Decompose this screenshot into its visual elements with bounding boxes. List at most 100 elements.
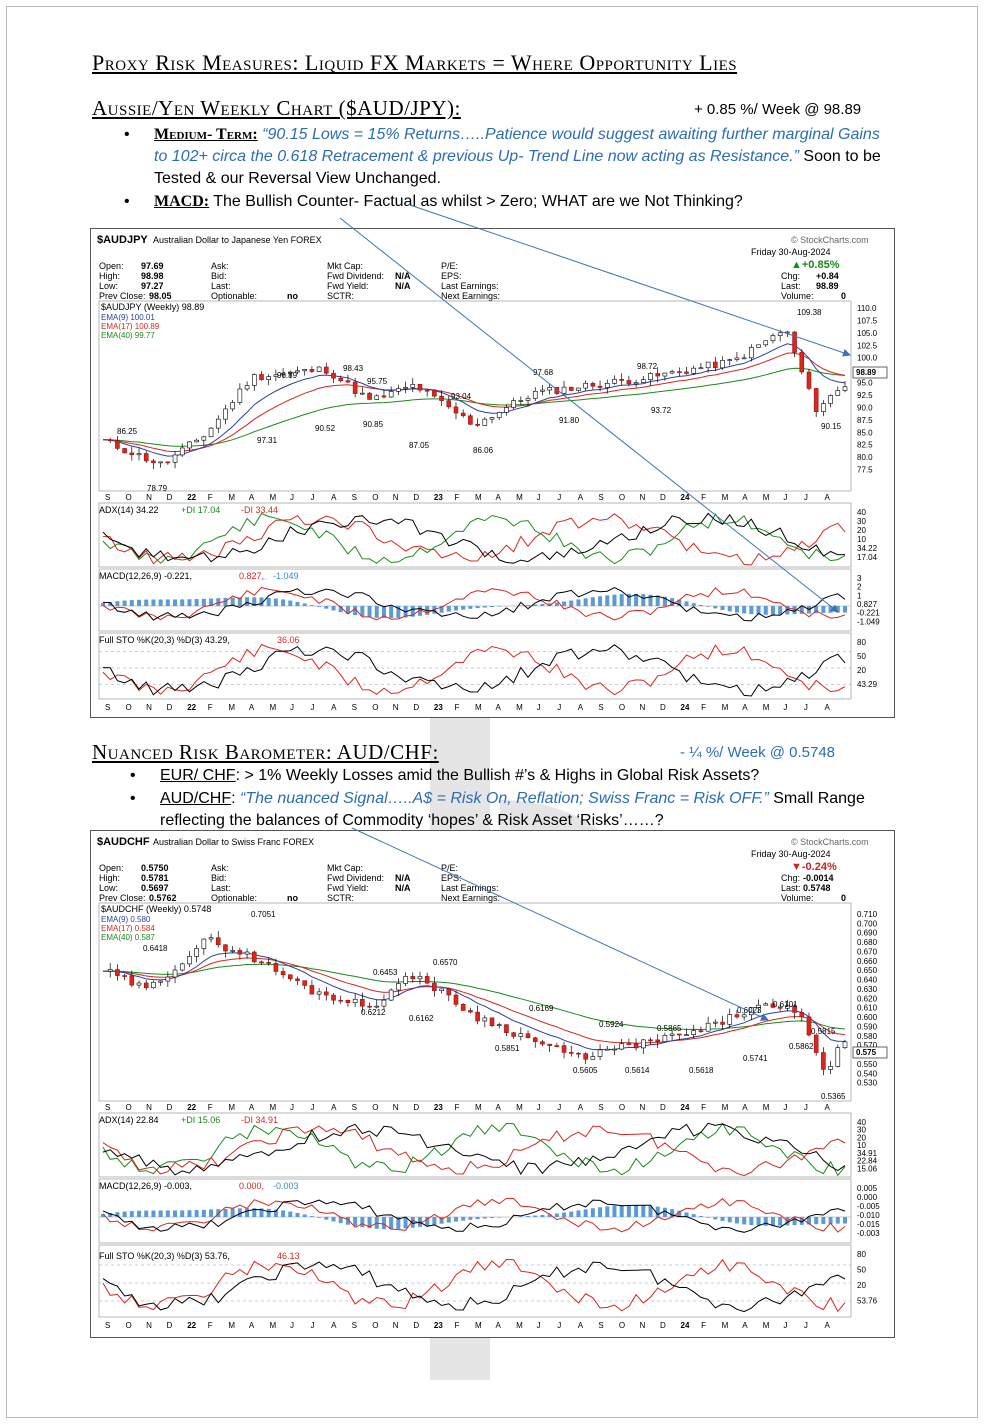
macd-histogram-bar [648,1205,653,1217]
month-tick: J [537,703,541,712]
candle-body [482,418,488,426]
macd-histogram-bar [778,1217,783,1226]
oscillator-line [102,644,846,697]
month-tick: J [311,1321,315,1330]
candle-body [179,963,185,971]
month-tick: A [824,493,830,502]
candle-body [309,985,315,995]
macd-histogram-bar [626,1204,631,1217]
candle-body [511,1032,516,1037]
candle-body [208,937,214,940]
month-tick: N [639,1321,645,1330]
candle-body [496,412,502,418]
legend-ema40: EMA(40) 0.587 [101,933,155,942]
month-tick: J [290,1321,294,1330]
candle-body [367,392,372,400]
month-tick: F [701,1321,706,1330]
mdi-label: -DI 33.44 [241,505,278,515]
candle-body [518,1033,524,1037]
nextearn-label: Next Earnings: [441,291,500,301]
candle-body [727,359,733,361]
oscillator-line [102,586,846,621]
candle-body [115,969,120,976]
month-tick: J [804,493,808,502]
macd-histogram-bar [173,599,178,606]
price-label: 0.5862 [789,1042,814,1051]
oscillator-line [102,512,846,565]
macd-histogram-bar [547,1214,552,1217]
low-label: Low: [99,883,118,893]
macd-histogram-bar [749,606,754,615]
month-tick: N [639,703,645,712]
candle-body [244,951,250,955]
price-label: 0.5605 [573,1066,598,1075]
macd-histogram-bar [396,1217,401,1229]
month-tick: M [516,1103,523,1112]
macd-histogram-bar [158,599,163,606]
macd-histogram-bar [381,1217,386,1230]
candle-body [266,962,271,964]
candle-body [633,382,639,385]
optionable-label: Optionable: [211,291,257,301]
price-label: 96.89 [277,371,298,380]
macd-histogram-bar [843,606,847,613]
oscillator-tick-label: 53.76 [857,1297,878,1306]
bullet-quote: “90.15 Lows = 15% Returns…..Patience wou… [154,126,880,165]
macd-histogram-bar [381,606,386,619]
macd-histogram-bar [497,1217,502,1218]
candle-body [208,427,214,438]
candle-body [568,1052,574,1054]
section2-change-text: - ¼ %/ Week @ 0.5748 [680,744,836,761]
candle-body [439,988,444,991]
macd-histogram-bar [785,606,790,615]
macd-histogram-bar [173,1210,178,1217]
bullet-label: MACD: [154,193,210,210]
oscillator-tick-label: -0.221 [857,609,880,618]
macd-histogram-bar [590,1208,595,1217]
price-label: 109.38 [797,308,822,317]
month-tick: J [783,493,787,502]
month-tick: S [105,703,110,712]
macd-histogram-bar [835,1217,840,1224]
month-tick: M [475,703,482,712]
month-tick: J [311,703,315,712]
fwdyld-label: Fwd Yield: [327,281,369,291]
lastearn-label: Last Earnings: [441,281,499,291]
macd-histogram-bar [115,1212,120,1217]
month-tick: D [660,703,666,712]
eps-label: EPS: [441,271,462,281]
month-tick: S [598,1103,603,1112]
candle-body [597,1049,603,1057]
lastearn-label: Last Earnings: [441,883,499,893]
optionable-value: no [287,291,298,301]
candle-body [295,978,300,981]
y-tick-label: 0.700 [857,919,878,928]
macd-histogram-bar [828,1217,833,1224]
section2-change: - ¼ %/ Week @ 0.5748 [680,744,835,761]
candle-body [842,1041,848,1048]
oscillator-tick-label: 15.06 [857,1164,878,1173]
month-tick: N [639,493,645,502]
high-label: High: [99,271,120,281]
macd-label: MACD(12,26,9) -0.003, [99,1181,192,1191]
bullet-label: Medium- Term: [154,126,258,143]
macd-histogram-bar [266,1208,271,1217]
oscillator-tick-label: 10 [857,1141,866,1150]
candle-body [288,974,293,980]
candle-body [655,373,660,377]
macd-histogram-bar [367,1217,372,1229]
bid-label: Bid: [211,873,227,883]
candle-body [576,1052,581,1055]
price-label: 86.06 [473,446,494,455]
candle-body [540,389,545,392]
macd-histogram-bar [245,597,250,606]
oscillator-line [102,1122,846,1177]
macd-histogram-bar [684,1212,689,1217]
candle-body [612,379,617,384]
bid-label: Bid: [211,271,227,281]
arrow-macd [339,217,839,613]
macd-histogram-bar [691,1214,696,1217]
arrow-audchf [351,827,769,1021]
candle-body [360,392,365,395]
macd-histogram-bar [540,603,545,606]
